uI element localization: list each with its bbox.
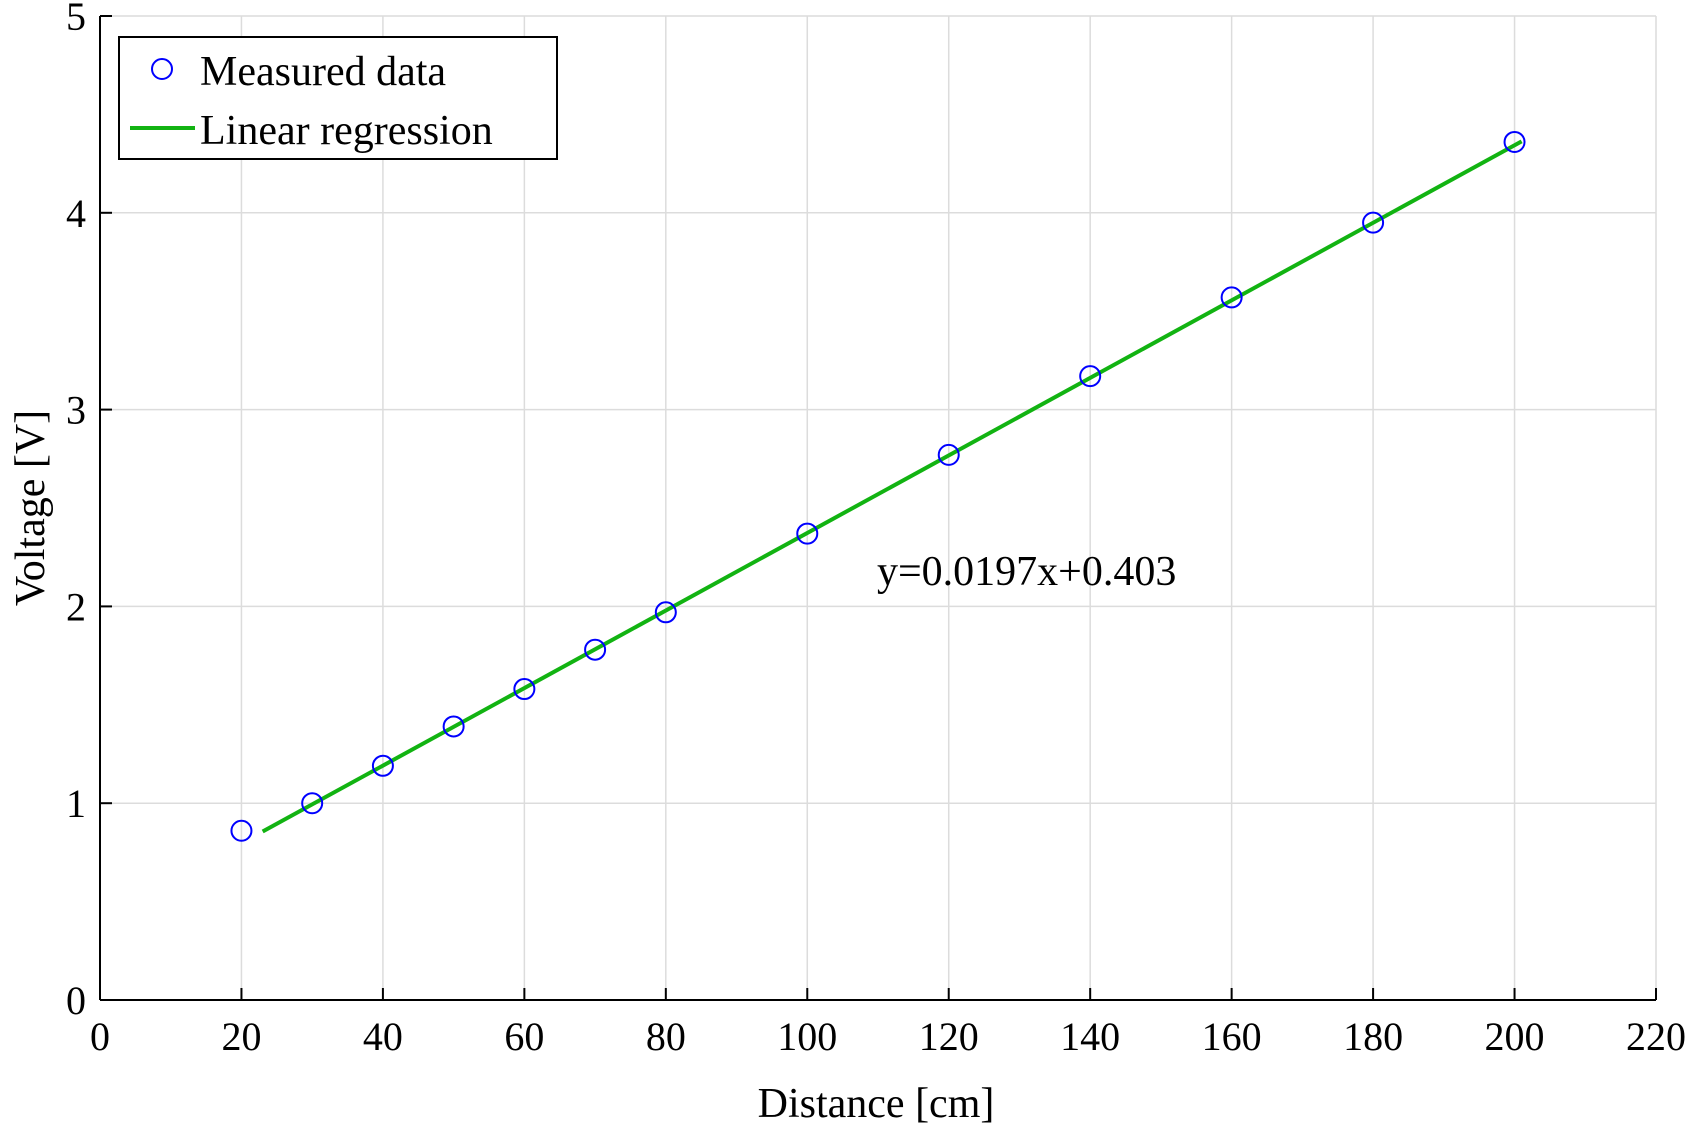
y-ticks: 0 1 2 3 4 5 [66,0,112,1023]
data-point [1503,130,1526,153]
y-tick-label: 2 [66,584,86,629]
data-point [654,601,677,624]
legend-box [118,36,558,160]
legend-marker-measured-data [151,58,173,80]
x-axis-label: Distance [cm] [758,1081,995,1127]
x-tick-label: 160 [1202,1014,1262,1059]
x-tick-label: 180 [1343,1014,1403,1059]
x-tick-label: 120 [919,1014,979,1059]
legend-label-linear-regression: Linear regression [200,108,493,154]
x-ticks: 0 20 40 60 80 100 120 140 160 180 200 220 [90,988,1686,1059]
regression-line [261,139,1523,834]
series [230,130,1526,842]
x-tick-label: 100 [777,1014,837,1059]
y-tick-label: 3 [66,388,86,433]
data-point [1362,211,1385,234]
data-point [301,792,324,815]
data-point [230,819,253,842]
data-point [371,754,394,777]
data-point [1220,286,1243,309]
y-tick-label: 4 [66,191,86,236]
x-tick-label: 220 [1626,1014,1686,1059]
data-point [513,678,536,701]
grid [99,15,1657,1001]
x-tick-label: 40 [363,1014,403,1059]
x-tick-label: 200 [1485,1014,1545,1059]
y-axis-label: Voltage [V] [8,410,54,606]
y-tick-label: 5 [66,0,86,39]
y-tick-label: 0 [66,978,86,1023]
axes [99,16,1656,1001]
x-tick-label: 0 [90,1014,110,1059]
x-tick-label: 140 [1060,1014,1120,1059]
y-tick-label: 1 [66,781,86,826]
data-point [442,715,465,738]
x-tick-label: 60 [504,1014,544,1059]
legend-label-measured-data: Measured data [200,49,446,95]
data-point [937,443,960,466]
data-point [584,638,607,661]
data-point [1079,365,1102,388]
x-tick-label: 20 [221,1014,261,1059]
data-point [796,522,819,545]
x-tick-label: 80 [646,1014,686,1059]
legend: Measured data Linear regression [118,36,558,160]
regression-equation: y=0.0197x+0.403 [877,549,1176,595]
